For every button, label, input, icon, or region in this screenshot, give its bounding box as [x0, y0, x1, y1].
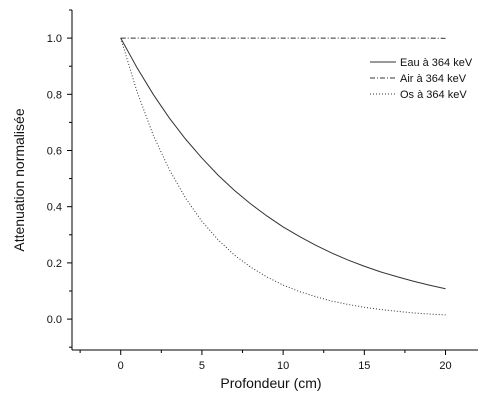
- y-axis-title: Attenuation normalisée: [11, 108, 27, 251]
- y-tick-label: 0.4: [47, 202, 62, 214]
- x-tick-label: 15: [358, 360, 370, 372]
- y-tick-label: 0.6: [47, 145, 62, 157]
- series-lines: [121, 38, 446, 315]
- y-tick-label: 0.0: [47, 314, 62, 326]
- series-line-1: [121, 38, 446, 289]
- legend-label-3: Os à 364 keV: [400, 89, 467, 101]
- x-tick-label: 10: [277, 360, 289, 372]
- legend-label-1: Eau à 364 keV: [400, 57, 473, 69]
- x-tick-label: 5: [199, 360, 205, 372]
- x-axis-title: Profondeur (cm): [220, 375, 321, 391]
- x-tick-label: 0: [118, 360, 124, 372]
- y-tick-label: 1.0: [47, 33, 62, 45]
- series-line-3: [121, 38, 446, 315]
- y-tick-label: 0.2: [47, 258, 62, 270]
- x-tick-label: 20: [439, 360, 451, 372]
- legend-label-2: Air à 364 keV: [400, 73, 467, 85]
- legend: Eau à 364 keV Air à 364 keV Os à 364 keV: [370, 57, 473, 101]
- y-tick-label: 0.8: [47, 89, 62, 101]
